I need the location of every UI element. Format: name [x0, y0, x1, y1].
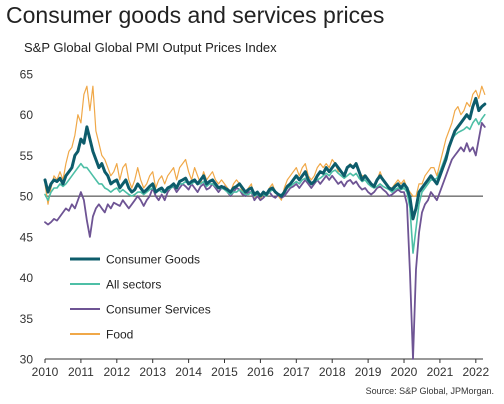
chart-title: Consumer goods and services prices: [6, 2, 385, 28]
y-tick-label: 30: [20, 353, 34, 367]
legend-label: Food: [106, 328, 133, 342]
x-tick-label: 2021: [427, 365, 454, 379]
y-tick-label: 55: [20, 149, 34, 163]
y-tick-label: 65: [20, 68, 34, 82]
y-tick-label: 40: [20, 271, 34, 285]
legend-label: Consumer Services: [106, 303, 211, 317]
x-tick-label: 2013: [139, 365, 166, 379]
series-layer: [43, 85, 487, 360]
series-line-all-sectors: [44, 113, 486, 254]
x-tick-label: 2012: [103, 365, 130, 379]
x-tick-label: 2010: [32, 365, 59, 379]
series-line-food: [44, 85, 486, 205]
legend-label: All sectors: [106, 278, 161, 292]
x-tick-label: 2016: [247, 365, 274, 379]
x-tick-label: 2022: [462, 365, 489, 379]
legend-label: Consumer Goods: [106, 253, 200, 267]
y-tick-label: 45: [20, 230, 34, 244]
chart-axes: 30 35 40 45 50 55 60 65 2010 2011 2012 2013 2014 2015…: [20, 68, 490, 380]
x-tick-label: 2015: [211, 365, 238, 379]
source-note: Source: S&P Global, JPMorgan.: [365, 386, 494, 396]
series-line-consumer-services: [44, 122, 486, 360]
y-tick-label: 50: [20, 190, 34, 204]
x-tick-label: 2017: [283, 365, 310, 379]
x-tick-label: 2011: [68, 365, 94, 379]
chart-subtitle: S&P Global Global PMI Output Prices Inde…: [24, 40, 277, 55]
series-line-consumer-goods: [43, 96, 487, 221]
x-tick-label: 2019: [355, 365, 382, 379]
y-tick-label: 60: [20, 108, 34, 122]
chart-legend: Consumer Goods All sectors Consumer Servic…: [70, 253, 211, 342]
x-tick-label: 2020: [391, 365, 418, 379]
x-tick-label: 2018: [319, 365, 346, 379]
y-tick-label: 35: [20, 312, 34, 326]
x-tick-label: 2014: [175, 365, 202, 379]
